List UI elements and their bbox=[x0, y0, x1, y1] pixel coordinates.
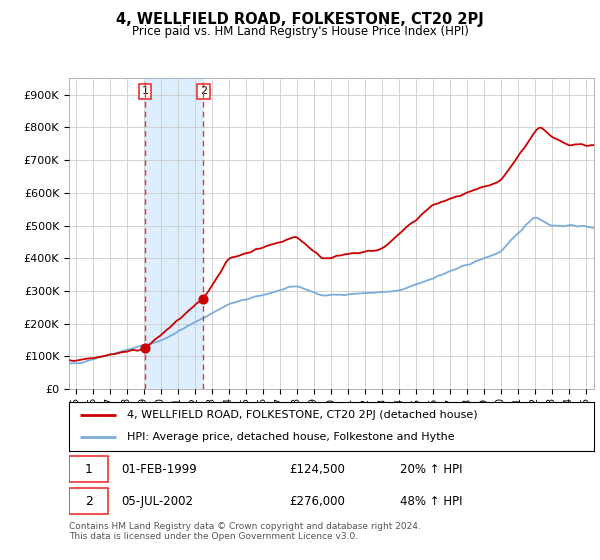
Text: 4, WELLFIELD ROAD, FOLKESTONE, CT20 2PJ (detached house): 4, WELLFIELD ROAD, FOLKESTONE, CT20 2PJ … bbox=[127, 410, 478, 421]
Text: Contains HM Land Registry data © Crown copyright and database right 2024.
This d: Contains HM Land Registry data © Crown c… bbox=[69, 522, 421, 542]
Text: 2: 2 bbox=[85, 494, 92, 508]
Text: 1: 1 bbox=[85, 463, 92, 475]
Text: HPI: Average price, detached house, Folkestone and Hythe: HPI: Average price, detached house, Folk… bbox=[127, 432, 454, 442]
Point bbox=[140, 344, 150, 353]
Text: 05-JUL-2002: 05-JUL-2002 bbox=[121, 494, 193, 508]
Text: 4, WELLFIELD ROAD, FOLKESTONE, CT20 2PJ: 4, WELLFIELD ROAD, FOLKESTONE, CT20 2PJ bbox=[116, 12, 484, 27]
Text: £124,500: £124,500 bbox=[290, 463, 346, 475]
Text: 01-FEB-1999: 01-FEB-1999 bbox=[121, 463, 197, 475]
Text: £276,000: £276,000 bbox=[290, 494, 346, 508]
Text: 1: 1 bbox=[142, 86, 149, 96]
Text: 48% ↑ HPI: 48% ↑ HPI bbox=[400, 494, 462, 508]
FancyBboxPatch shape bbox=[69, 488, 109, 514]
Text: 20% ↑ HPI: 20% ↑ HPI bbox=[400, 463, 462, 475]
Text: 2: 2 bbox=[200, 86, 207, 96]
Point bbox=[199, 295, 208, 304]
Text: Price paid vs. HM Land Registry's House Price Index (HPI): Price paid vs. HM Land Registry's House … bbox=[131, 25, 469, 38]
Bar bbox=[145, 78, 203, 389]
FancyBboxPatch shape bbox=[69, 456, 109, 482]
